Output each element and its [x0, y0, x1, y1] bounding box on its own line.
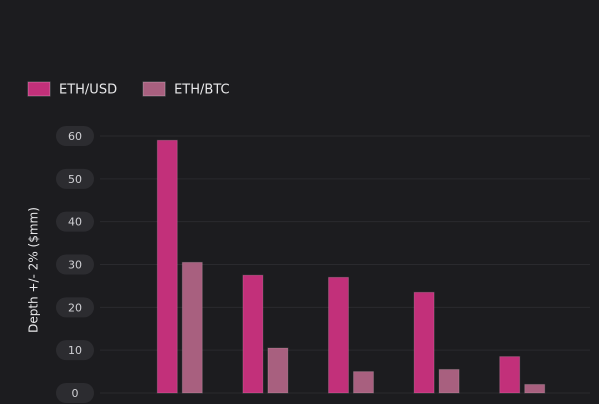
y-tick-label: 0	[72, 387, 79, 400]
y-tick-pill	[56, 126, 94, 146]
y-tick-pill	[56, 168, 94, 189]
bar	[438, 368, 460, 394]
y-tick-label: 40	[68, 216, 82, 229]
y-tick-pill	[56, 297, 94, 318]
legend-label: ETH/BTC	[174, 83, 230, 98]
y-axis-label: Depth +/- 2% ($mm)	[27, 207, 41, 333]
legend-swatch	[27, 81, 51, 97]
bar	[181, 261, 203, 394]
bar	[413, 291, 435, 394]
bar	[267, 347, 289, 394]
bar	[328, 276, 349, 394]
y-tick-pill	[56, 211, 94, 232]
y-tick-pill	[56, 383, 94, 403]
y-tick-label: 30	[68, 259, 82, 272]
bar	[499, 356, 521, 394]
y-tick-pill	[56, 254, 94, 275]
legend-swatch	[142, 81, 166, 97]
bar	[156, 139, 178, 394]
y-tick-label: 10	[68, 344, 82, 357]
y-tick-label: 50	[68, 173, 82, 186]
legend-label: ETH/USD	[59, 83, 117, 98]
y-tick-label: 60	[68, 130, 82, 143]
y-tick-label: 20	[68, 301, 82, 314]
bar	[524, 383, 546, 394]
bar	[242, 274, 264, 394]
bar	[353, 371, 374, 394]
y-tick-pill	[56, 340, 94, 361]
